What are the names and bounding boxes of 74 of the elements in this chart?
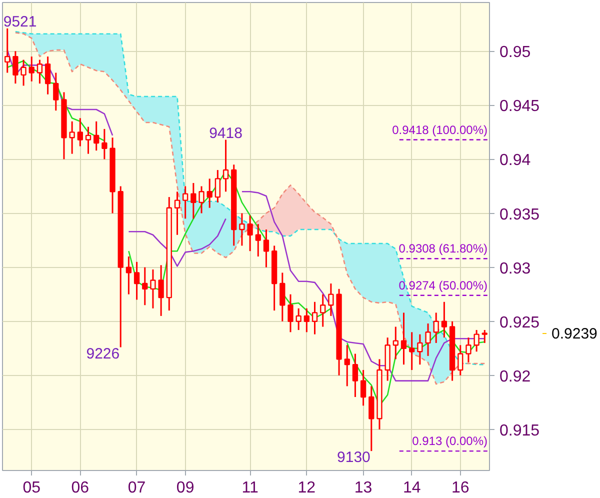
candlestick [134, 261, 140, 300]
candlestick [417, 334, 423, 366]
candlestick [190, 182, 196, 220]
y-tick-label: 0.945 [500, 98, 540, 116]
candlestick [433, 312, 439, 344]
candlestick [425, 322, 431, 357]
ref-line-label: 0.913 (0.00%) [412, 434, 488, 448]
candlestick [142, 266, 148, 306]
ref-line-label: 0.9274 (50.00%) [398, 278, 488, 292]
x-tick-label: 13 [354, 480, 372, 496]
candlestick [53, 72, 59, 112]
candlestick [400, 312, 407, 366]
candlestick [158, 264, 164, 317]
candlestick [182, 185, 188, 220]
y-tick-label: 0.935 [500, 206, 540, 224]
x-tick-label: 07 [128, 480, 146, 496]
ref-line-label: 0.9418 (100.00%) [392, 122, 488, 137]
x-tick-label: 12 [298, 480, 316, 496]
candlestick [198, 185, 204, 214]
candlestick [466, 336, 472, 364]
x-tick-label: 16 [451, 480, 470, 496]
candlestick [344, 344, 350, 387]
y-tick-label: 0.94 [500, 152, 531, 170]
candlestick [352, 353, 358, 398]
candlestick [77, 117, 83, 147]
annotation: 9418 [209, 124, 242, 142]
candlestick [36, 59, 43, 84]
candlestick [409, 331, 415, 371]
candlestick [150, 268, 156, 310]
y-tick-label: 0.95 [500, 44, 531, 62]
candlestick [304, 308, 310, 333]
y-tick-label: 0.93 [500, 260, 531, 278]
text: 0.9239 [552, 326, 598, 343]
x-tick-label: 11 [242, 480, 258, 496]
candlestick [69, 120, 75, 155]
x-tick-label: 14 [402, 480, 421, 496]
candlestick [474, 329, 480, 352]
candlestick [12, 50, 18, 84]
candlestick [206, 178, 212, 209]
candlestick [360, 369, 366, 406]
annotation: 9130 [337, 449, 370, 466]
candlestick [328, 282, 334, 317]
candlestick [263, 228, 270, 268]
candlestick [320, 294, 326, 328]
candlestick [458, 344, 464, 376]
candlestick [102, 128, 108, 160]
annotation: 9521 [3, 13, 37, 30]
annotation: 9226 [86, 345, 120, 362]
candlestick [280, 272, 286, 322]
candlestick [296, 308, 302, 331]
candlestick [85, 126, 92, 155]
candlestick [441, 301, 448, 338]
ref-line-label: 0.9308 (61.80%) [398, 242, 488, 256]
y-tick-label: 0.925 [500, 314, 540, 332]
candlestick [44, 56, 51, 96]
candlestick [288, 294, 294, 333]
candlestick [239, 212, 245, 246]
y-tick-label: 0.915 [500, 422, 540, 440]
x-tick-label: 05 [22, 480, 41, 496]
candlestick [174, 190, 180, 236]
candlestick [368, 385, 374, 452]
candlestick [20, 59, 26, 86]
y-tick-label: 0.92 [500, 368, 531, 386]
candlestick [126, 256, 132, 296]
candlestick [255, 223, 261, 258]
x-tick-label: 06 [71, 480, 90, 496]
candlestick [28, 56, 34, 82]
x-tick-label: 09 [176, 480, 194, 496]
candlestick [222, 139, 229, 192]
candlestick [312, 301, 318, 336]
candlestick [392, 326, 398, 360]
candlestick [94, 120, 100, 152]
candlestick [247, 214, 253, 252]
candlestick [214, 169, 221, 204]
